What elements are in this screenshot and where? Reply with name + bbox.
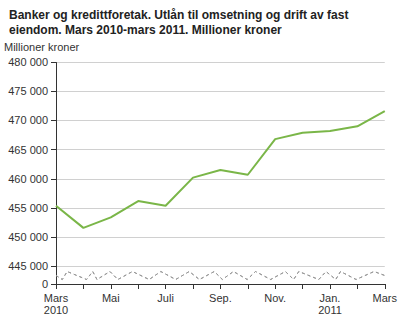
svg-text:eiendom. Mars 2010-mars 2011.: eiendom. Mars 2010-mars 2011. Millioner …	[9, 23, 282, 37]
svg-text:480 000: 480 000	[8, 56, 48, 68]
svg-text:2011: 2011	[318, 304, 342, 316]
svg-text:465 000: 465 000	[8, 144, 48, 156]
svg-text:Mars: Mars	[44, 292, 69, 304]
svg-text:460 000: 460 000	[8, 173, 48, 185]
svg-text:Juli: Juli	[157, 292, 174, 304]
svg-text:445 000: 445 000	[8, 260, 48, 272]
svg-text:Nov.: Nov.	[264, 292, 286, 304]
svg-text:Mars: Mars	[373, 292, 398, 304]
svg-text:455 000: 455 000	[8, 202, 48, 214]
svg-text:Jan.: Jan.	[320, 292, 341, 304]
svg-text:Sep.: Sep.	[209, 292, 232, 304]
svg-text:0: 0	[42, 278, 48, 290]
svg-text:475 000: 475 000	[8, 85, 48, 97]
svg-text:Mai: Mai	[102, 292, 120, 304]
svg-text:Millioner kroner: Millioner kroner	[4, 41, 80, 53]
svg-text:470 000: 470 000	[8, 114, 48, 126]
svg-text:450 000: 450 000	[8, 231, 48, 243]
svg-text:Banker og kredittforetak. Utlå: Banker og kredittforetak. Utlån til omse…	[9, 8, 352, 22]
svg-text:2010: 2010	[44, 304, 68, 316]
